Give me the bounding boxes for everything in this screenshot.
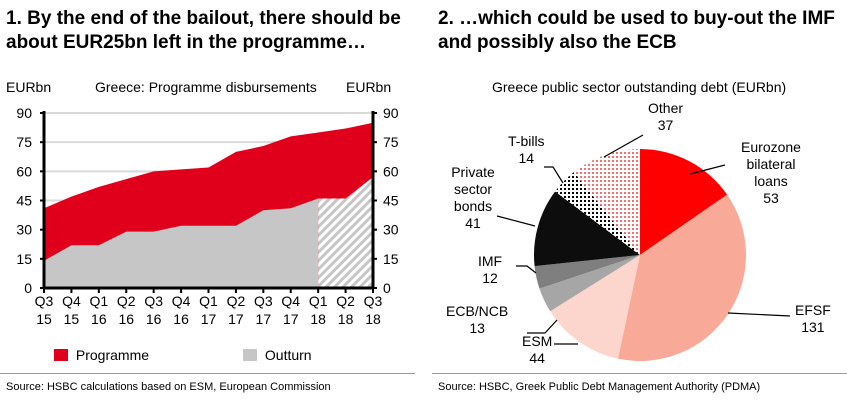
pie-slice-efsf <box>617 194 747 361</box>
x-tick-label-year: 17 <box>256 311 272 327</box>
x-tick-label-year: 17 <box>201 311 217 327</box>
y-tick-label-left: 90 <box>16 105 32 121</box>
divider <box>0 373 415 374</box>
outturn-area <box>44 198 319 288</box>
x-tick-label: Q3 <box>35 293 54 309</box>
legend-swatch-programme <box>54 349 68 361</box>
x-tick-label: Q1 <box>89 293 108 309</box>
legend-programme: Programme <box>54 347 149 363</box>
legend-label: Outturn <box>264 347 312 363</box>
x-tick-label: Q3 <box>364 293 383 309</box>
divider <box>432 373 847 374</box>
x-tick-label-year: 18 <box>338 311 354 327</box>
legend-label: Programme <box>75 347 150 363</box>
x-tick-label-year: 16 <box>146 311 162 327</box>
chart1-subtitle: Greece: Programme disbursements <box>95 79 317 95</box>
pie-slice-t-bills <box>555 172 640 255</box>
pie-slice-ecb-ncb <box>539 255 640 312</box>
leader-line <box>689 164 726 175</box>
x-tick-label-year: 16 <box>91 311 107 327</box>
pie-slice-imf <box>534 255 640 289</box>
y-tick-label-left: 30 <box>16 222 32 238</box>
pie-label-private: Private sector bonds 41 <box>451 164 495 231</box>
legend-swatch-outturn <box>243 349 257 361</box>
pie-slice-other <box>573 149 640 255</box>
x-tick-label: Q2 <box>117 293 136 309</box>
x-tick-label-year: 15 <box>64 311 80 327</box>
x-tick-label-year: 16 <box>118 311 134 327</box>
x-tick-label: Q4 <box>172 293 191 309</box>
pie-slice-esm <box>550 255 640 359</box>
pie-label-tbills: T-bills 14 <box>508 133 545 166</box>
y-tick-label-right: 15 <box>383 251 399 267</box>
legend-outturn: Outturn <box>243 347 312 363</box>
x-tick-label: Q1 <box>199 293 218 309</box>
x-tick-label: Q4 <box>62 293 81 309</box>
chart1-title: 1. By the end of the bailout, there shou… <box>6 8 401 53</box>
pie-label-esm: ESM 44 <box>522 333 553 366</box>
x-tick-label-year: 17 <box>283 311 299 327</box>
x-tick-label: Q4 <box>281 293 300 309</box>
x-tick-label: Q2 <box>227 293 246 309</box>
chart2-source: Source: HSBC, Greek Public Debt Manageme… <box>438 381 761 393</box>
x-tick-label-year: 17 <box>228 311 244 327</box>
leader-line <box>544 166 564 184</box>
pie-label-imf: IMF 12 <box>478 253 503 286</box>
x-tick-label-year: 16 <box>173 311 189 327</box>
y-tick-label-right: 30 <box>383 222 399 238</box>
x-tick-label-year: 15 <box>36 311 52 327</box>
y-right-unit: EURbn <box>346 79 392 95</box>
x-tick-label: Q1 <box>309 293 328 309</box>
leader-line <box>516 265 537 274</box>
chart2-title: 2. …which could be used to buy-out the I… <box>438 8 835 53</box>
y-tick-label-left: 0 <box>24 280 32 296</box>
y-tick-label-right: 0 <box>383 280 391 296</box>
x-tick-label-year: 18 <box>365 311 381 327</box>
y-left-unit: EURbn <box>6 79 52 95</box>
leader-line <box>496 215 536 227</box>
chart1-source: Source: HSBC calculations based on ESM, … <box>6 381 331 393</box>
pie-label-ecb: ECB/NCB 13 <box>446 303 509 336</box>
pie-slice-private-sector-bonds <box>534 191 640 267</box>
y-tick-label-left: 75 <box>16 134 32 150</box>
pie-label-efsf: EFSF 131 <box>795 302 831 335</box>
pie-label-eurozone: Eurozone bilateral loans 53 <box>741 139 801 206</box>
leader-line <box>603 134 644 158</box>
y-tick-label-right: 45 <box>383 193 399 209</box>
x-tick-label: Q3 <box>144 293 163 309</box>
pie-slice-eurozone-bilateral-loans <box>640 149 728 255</box>
y-tick-label-right: 60 <box>383 163 399 179</box>
outturn-projected-area <box>318 177 373 288</box>
pie-label-other: Other 37 <box>648 100 684 133</box>
x-tick-label: Q3 <box>254 293 273 309</box>
leader-line <box>527 319 558 334</box>
y-tick-label-left: 60 <box>16 163 32 179</box>
leader-line <box>727 312 791 317</box>
x-tick-label: Q2 <box>336 293 355 309</box>
y-tick-label-left: 15 <box>16 251 32 267</box>
chart2-subtitle: Greece public sector outstanding debt (E… <box>492 79 787 95</box>
y-tick-label-right: 75 <box>383 134 399 150</box>
y-tick-label-right: 90 <box>383 105 399 121</box>
x-tick-label-year: 18 <box>310 311 326 327</box>
y-tick-label-left: 45 <box>16 193 32 209</box>
